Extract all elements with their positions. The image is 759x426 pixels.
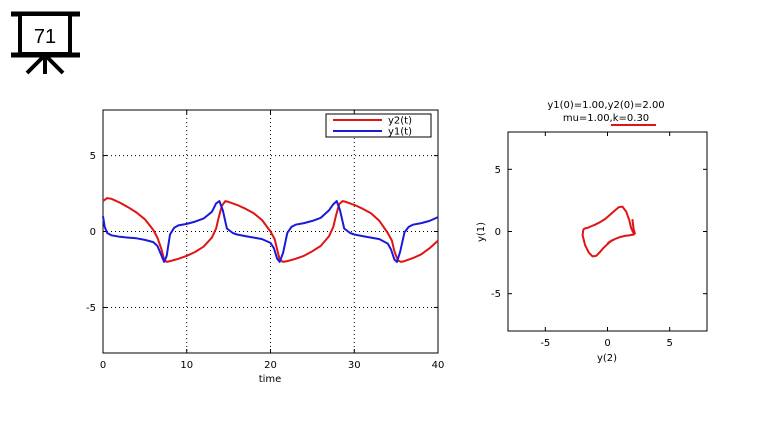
phase-portrait-ticks: -5 0 5 -5 0 5 <box>491 132 707 349</box>
y-tick-label: -5 <box>86 303 96 314</box>
phase-portrait-y-axis-label: y(1) <box>476 222 487 242</box>
projector-stand-left-leg <box>25 53 47 75</box>
time-series-legend: y2(t) y1(t) <box>325 113 432 138</box>
legend-label-y2: y2(t) <box>388 116 412 127</box>
phase-portrait-trajectory <box>581 205 636 258</box>
phase-trajectory-line <box>581 205 636 258</box>
phase-portrait-title-line-1: y1(0)=1.00,y2(0)=2.00 <box>547 100 664 111</box>
legend-label-y1: y1(t) <box>388 127 412 138</box>
series-line-y1 <box>102 200 439 263</box>
phase-portrait-plot-area <box>507 131 708 332</box>
phase-y-tick-label: 5 <box>495 165 501 176</box>
x-tick-label: 0 <box>100 360 106 371</box>
legend-box <box>325 113 432 138</box>
time-series-grid <box>103 110 438 353</box>
phase-portrait-chart: y1(0)=1.00,y2(0)=2.00 mu=1.00,k=0.30 -5 0… <box>476 100 708 364</box>
slide-number-badge: 71 <box>11 11 80 75</box>
phase-y-tick-label: -5 <box>491 289 501 300</box>
phase-portrait-x-axis-label: y(2) <box>597 353 617 364</box>
slide-number: 71 <box>34 26 56 48</box>
y-tick-label: 0 <box>90 227 96 238</box>
phase-y-tick-label: 0 <box>495 227 501 238</box>
time-series-ticks: 0 10 20 30 40 -5 0 5 <box>86 110 444 371</box>
time-series-lines <box>102 197 439 263</box>
x-tick-label: 30 <box>348 360 361 371</box>
time-series-x-axis-label: time <box>259 374 282 385</box>
x-tick-label: 10 <box>180 360 193 371</box>
phase-x-tick-label: 5 <box>667 338 673 349</box>
phase-x-tick-label: -5 <box>540 338 550 349</box>
x-tick-label: 20 <box>264 360 277 371</box>
time-series-chart: 0 10 20 30 40 -5 0 5 time y2(t) y1(t) <box>86 109 444 385</box>
phase-x-tick-label: 0 <box>604 338 610 349</box>
series-line-y2 <box>102 197 439 263</box>
phase-portrait-title-line-2: mu=1.00,k=0.30 <box>563 113 649 124</box>
projector-stand-right-leg <box>43 53 65 75</box>
y-tick-label: 5 <box>90 151 96 162</box>
x-tick-label: 40 <box>432 360 445 371</box>
